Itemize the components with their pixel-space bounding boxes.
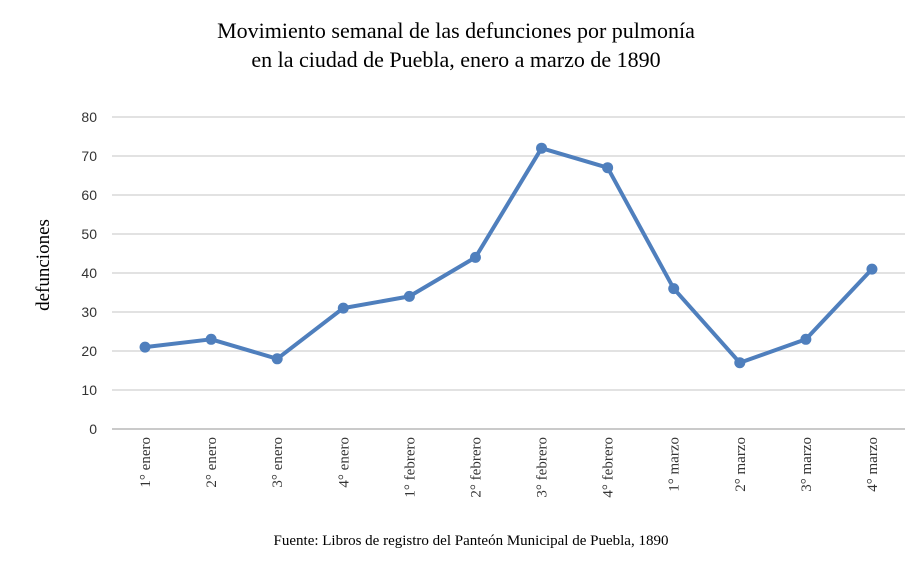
x-tick-label: 2° enero bbox=[204, 437, 220, 488]
y-tick-label: 10 bbox=[81, 382, 97, 398]
data-point bbox=[469, 251, 481, 263]
x-tick-label: 4° marzo bbox=[865, 437, 881, 492]
y-tick-label: 40 bbox=[81, 265, 97, 281]
data-point bbox=[668, 283, 680, 295]
y-tick-label: 30 bbox=[81, 304, 97, 320]
chart-title: en la ciudad de Puebla, enero a marzo de… bbox=[251, 47, 660, 72]
data-point bbox=[403, 290, 415, 302]
data-point bbox=[337, 302, 349, 314]
x-tick-label: 3° enero bbox=[270, 437, 286, 488]
data-point bbox=[536, 142, 548, 154]
x-tick-label: 4° febrero bbox=[601, 437, 617, 498]
y-tick-label: 80 bbox=[81, 109, 97, 125]
y-tick-label: 60 bbox=[81, 187, 97, 203]
x-tick-label: 4° enero bbox=[336, 437, 352, 488]
data-point bbox=[271, 353, 283, 365]
data-point bbox=[866, 263, 878, 275]
source-note: Fuente: Libros de registro del Panteón M… bbox=[274, 533, 669, 549]
data-line bbox=[144, 146, 874, 365]
x-tick-label: 3° marzo bbox=[799, 437, 815, 492]
data-point bbox=[800, 333, 812, 345]
x-tick-label: 1° marzo bbox=[667, 437, 683, 492]
data-point bbox=[602, 162, 614, 174]
y-axis-label: defunciones bbox=[33, 219, 54, 311]
x-tick-label: 1° enero bbox=[138, 437, 154, 488]
x-tick-label: 3° febrero bbox=[535, 437, 551, 498]
y-tick-label: 50 bbox=[81, 226, 97, 242]
y-tick-label: 70 bbox=[81, 148, 97, 164]
data-point bbox=[734, 357, 746, 369]
chart-title: Movimiento semanal de las defunciones po… bbox=[217, 18, 695, 43]
y-tick-label: 20 bbox=[81, 343, 97, 359]
x-tick-label: 2° marzo bbox=[733, 437, 749, 492]
data-point bbox=[205, 333, 217, 345]
x-tick-label: 1° febrero bbox=[402, 437, 418, 498]
y-tick-label: 0 bbox=[89, 421, 97, 437]
data-point bbox=[139, 341, 151, 353]
x-tick-label: 2° febrero bbox=[468, 437, 484, 498]
